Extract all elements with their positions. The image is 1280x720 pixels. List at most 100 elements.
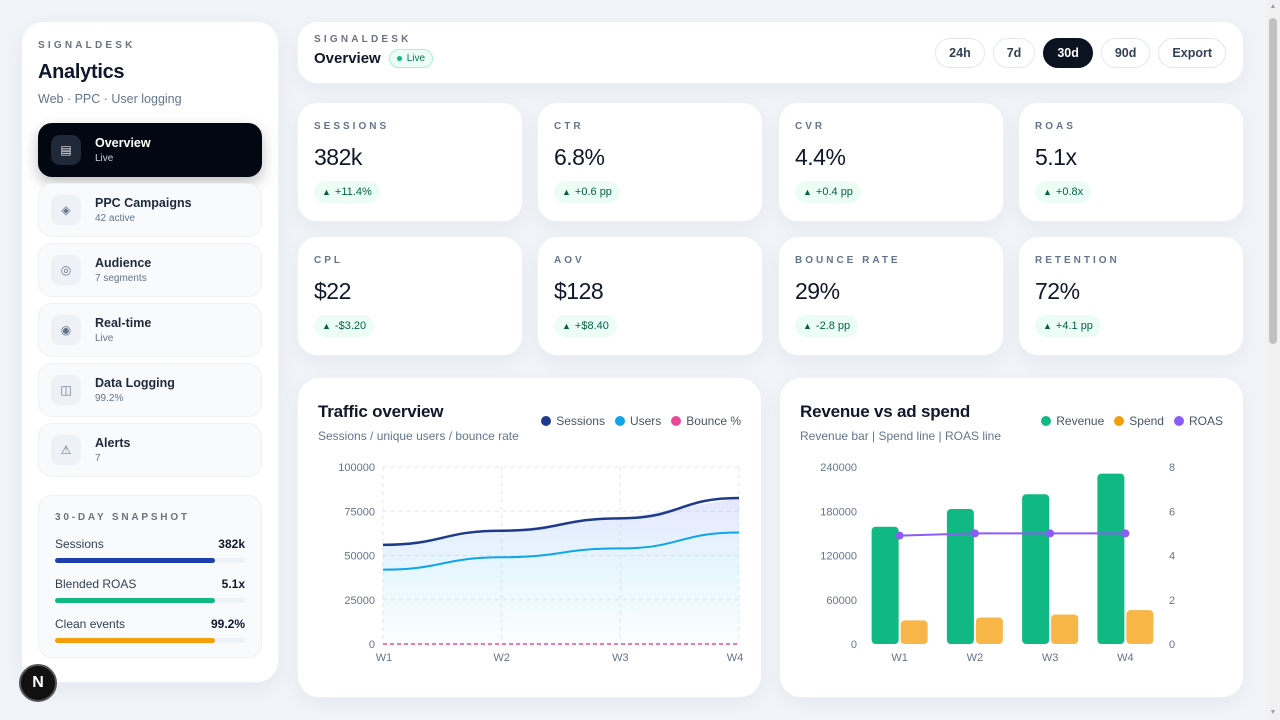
kpi-label: RETENTION: [1035, 255, 1120, 266]
kpi-delta-value: +$8.40: [574, 320, 609, 332]
x-tick-label: W1: [376, 652, 393, 664]
sidebar-item-label: Overview: [95, 136, 151, 150]
sidebar: SIGNALDESK Analytics Web · PPC · User lo…: [21, 21, 279, 683]
sidebar-item-ppc-campaigns[interactable]: ◈ PPC Campaigns 42 active: [38, 183, 262, 237]
page-title: Overview: [314, 50, 381, 67]
snapshot-bar: [55, 638, 245, 643]
kpi-delta-value: -2.8 pp: [815, 320, 851, 332]
scroll-down-icon[interactable]: ▼: [1269, 709, 1277, 716]
spend-bar: [1051, 614, 1079, 644]
kpi-label: AOV: [554, 255, 585, 266]
kpi-value: $128: [554, 278, 604, 304]
kpi-card-bounce-rate: BOUNCE RATE 29% ▲ -2.8 pp: [778, 236, 1004, 356]
legend-item-spend[interactable]: Spend: [1114, 414, 1164, 428]
sidebar-item-label: Real-time: [95, 316, 152, 330]
kpi-delta: ▲ +0.8x: [1035, 181, 1092, 203]
kpi-card-retention: RETENTION 72% ▲ +4.1 pp: [1018, 236, 1244, 356]
kpi-label: BOUNCE RATE: [795, 255, 901, 266]
kpi-label: CTR: [554, 121, 584, 132]
range-selector: 24h 7d 30d 90d Export: [935, 38, 1226, 68]
snapshot-value: 99.2%: [210, 617, 245, 631]
revenue-bar: [871, 526, 899, 644]
sidebar-item-data-logging[interactable]: ◫ Data Logging 99.2%: [38, 363, 262, 417]
snapshot-row: Clean events 99.2%: [55, 617, 245, 643]
sidebar-item-overview[interactable]: ▤ Overview Live: [38, 123, 262, 177]
trend-up-icon: ▲: [562, 321, 571, 331]
y-tick-label: 0: [851, 639, 857, 651]
app-title: Analytics: [38, 61, 125, 83]
range-button-7d[interactable]: 7d: [992, 38, 1036, 68]
kpi-value: 6.8%: [554, 144, 605, 170]
y2-tick-label: 6: [1169, 506, 1175, 518]
floating-action-button[interactable]: N: [19, 664, 57, 702]
chart-legend: Sessions Users Bounce %: [541, 414, 741, 428]
range-button-90d[interactable]: 90d: [1100, 38, 1151, 68]
kpi-value: 4.4%: [795, 144, 846, 170]
x-tick-label: W4: [727, 652, 744, 664]
legend-label: ROAS: [1188, 414, 1223, 428]
legend-dot-icon: [614, 416, 625, 426]
legend-item-revenue[interactable]: Revenue: [1041, 414, 1104, 428]
y-tick-label: 240000: [820, 462, 857, 474]
sessions-line: [382, 496, 740, 547]
sidebar-item-alerts[interactable]: ⚠ Alerts 7: [38, 423, 262, 477]
kpi-value: 29%: [795, 278, 840, 304]
y-tick-label: 0: [369, 639, 375, 651]
legend-dot-icon: [541, 416, 552, 426]
kpi-delta-value: +0.6 pp: [574, 186, 612, 198]
snapshot-row: Sessions 382k: [55, 537, 245, 563]
sidebar-item-sub: 42 active: [95, 213, 136, 224]
panel-icon: ◫: [51, 375, 81, 405]
kpi-value: $22: [314, 278, 351, 304]
chart-title: Traffic overview: [318, 402, 444, 421]
legend-label: Spend: [1129, 414, 1164, 428]
roas-line: [899, 532, 1126, 537]
trend-up-icon: ▲: [803, 321, 812, 331]
warning-icon: ⚠: [51, 435, 81, 465]
legend-dot-icon: [1114, 416, 1125, 426]
snapshot-label: Clean events: [55, 617, 126, 631]
legend-label: Revenue: [1056, 414, 1105, 428]
range-button-30d[interactable]: 30d: [1043, 38, 1093, 68]
kpi-label: SESSIONS: [314, 121, 390, 132]
page-scrollbar[interactable]: ▲ ▼: [1266, 0, 1280, 720]
brand-eyebrow: SIGNALDESK: [38, 40, 136, 51]
radio-icon: ◉: [51, 315, 81, 345]
sidebar-item-sub: 99.2%: [95, 393, 124, 404]
kpi-delta: ▲ -$3.20: [314, 315, 375, 337]
traffic-chart-plot: 100000 75000 50000 25000 0W1 W2 W3 W4: [338, 462, 744, 664]
chart-subtitle: Revenue bar | Spend line | ROAS line: [800, 429, 1002, 443]
legend-item-sessions[interactable]: Sessions: [541, 414, 605, 428]
y-tick-label: 180000: [820, 506, 857, 518]
x-tick-label: W3: [612, 652, 629, 664]
x-tick-label: W4: [1117, 652, 1134, 664]
range-button-24h[interactable]: 24h: [935, 38, 985, 68]
chart-title: Revenue vs ad spend: [800, 402, 971, 421]
legend-item-users[interactable]: Users: [614, 414, 661, 428]
export-button[interactable]: Export: [1158, 38, 1226, 68]
scroll-up-icon[interactable]: ▲: [1269, 3, 1277, 10]
scrollbar-thumb[interactable]: [1269, 18, 1277, 344]
y2-tick-label: 8: [1169, 462, 1175, 474]
roas-point: [895, 531, 904, 540]
sidebar-item-audience[interactable]: ◎ Audience 7 segments: [38, 243, 262, 297]
y-tick-label: 100000: [338, 462, 375, 474]
revenue-chart-plot: 240000 180000 120000 60000 0 8 6 4 2 0 W1 W2 W3 W4: [820, 462, 1175, 664]
spend-bar: [1126, 610, 1154, 644]
trend-up-icon: ▲: [562, 187, 571, 197]
legend-item-roas[interactable]: ROAS: [1173, 414, 1223, 428]
snapshot-title: 30-DAY SNAPSHOT: [55, 512, 190, 523]
snapshot-bar-fill: [55, 558, 215, 563]
sidebar-item-sub: Live: [95, 153, 114, 164]
sidebar-item-label: Alerts: [95, 436, 131, 450]
trend-up-icon: ▲: [322, 321, 331, 331]
legend-label: Bounce %: [686, 414, 741, 428]
kpi-delta-value: +0.8x: [1055, 186, 1084, 198]
snapshot-bar-fill: [55, 638, 215, 643]
sidebar-item-real-time[interactable]: ◉ Real-time Live: [38, 303, 262, 357]
x-tick-label: W1: [891, 652, 908, 664]
revenue-chart-card: Revenue vs ad spend Revenue bar | Spend …: [779, 377, 1244, 698]
snapshot-row: Blended ROAS 5.1x: [55, 577, 245, 603]
status-badge: Live: [388, 49, 434, 68]
legend-item-bounce[interactable]: Bounce %: [671, 414, 741, 428]
